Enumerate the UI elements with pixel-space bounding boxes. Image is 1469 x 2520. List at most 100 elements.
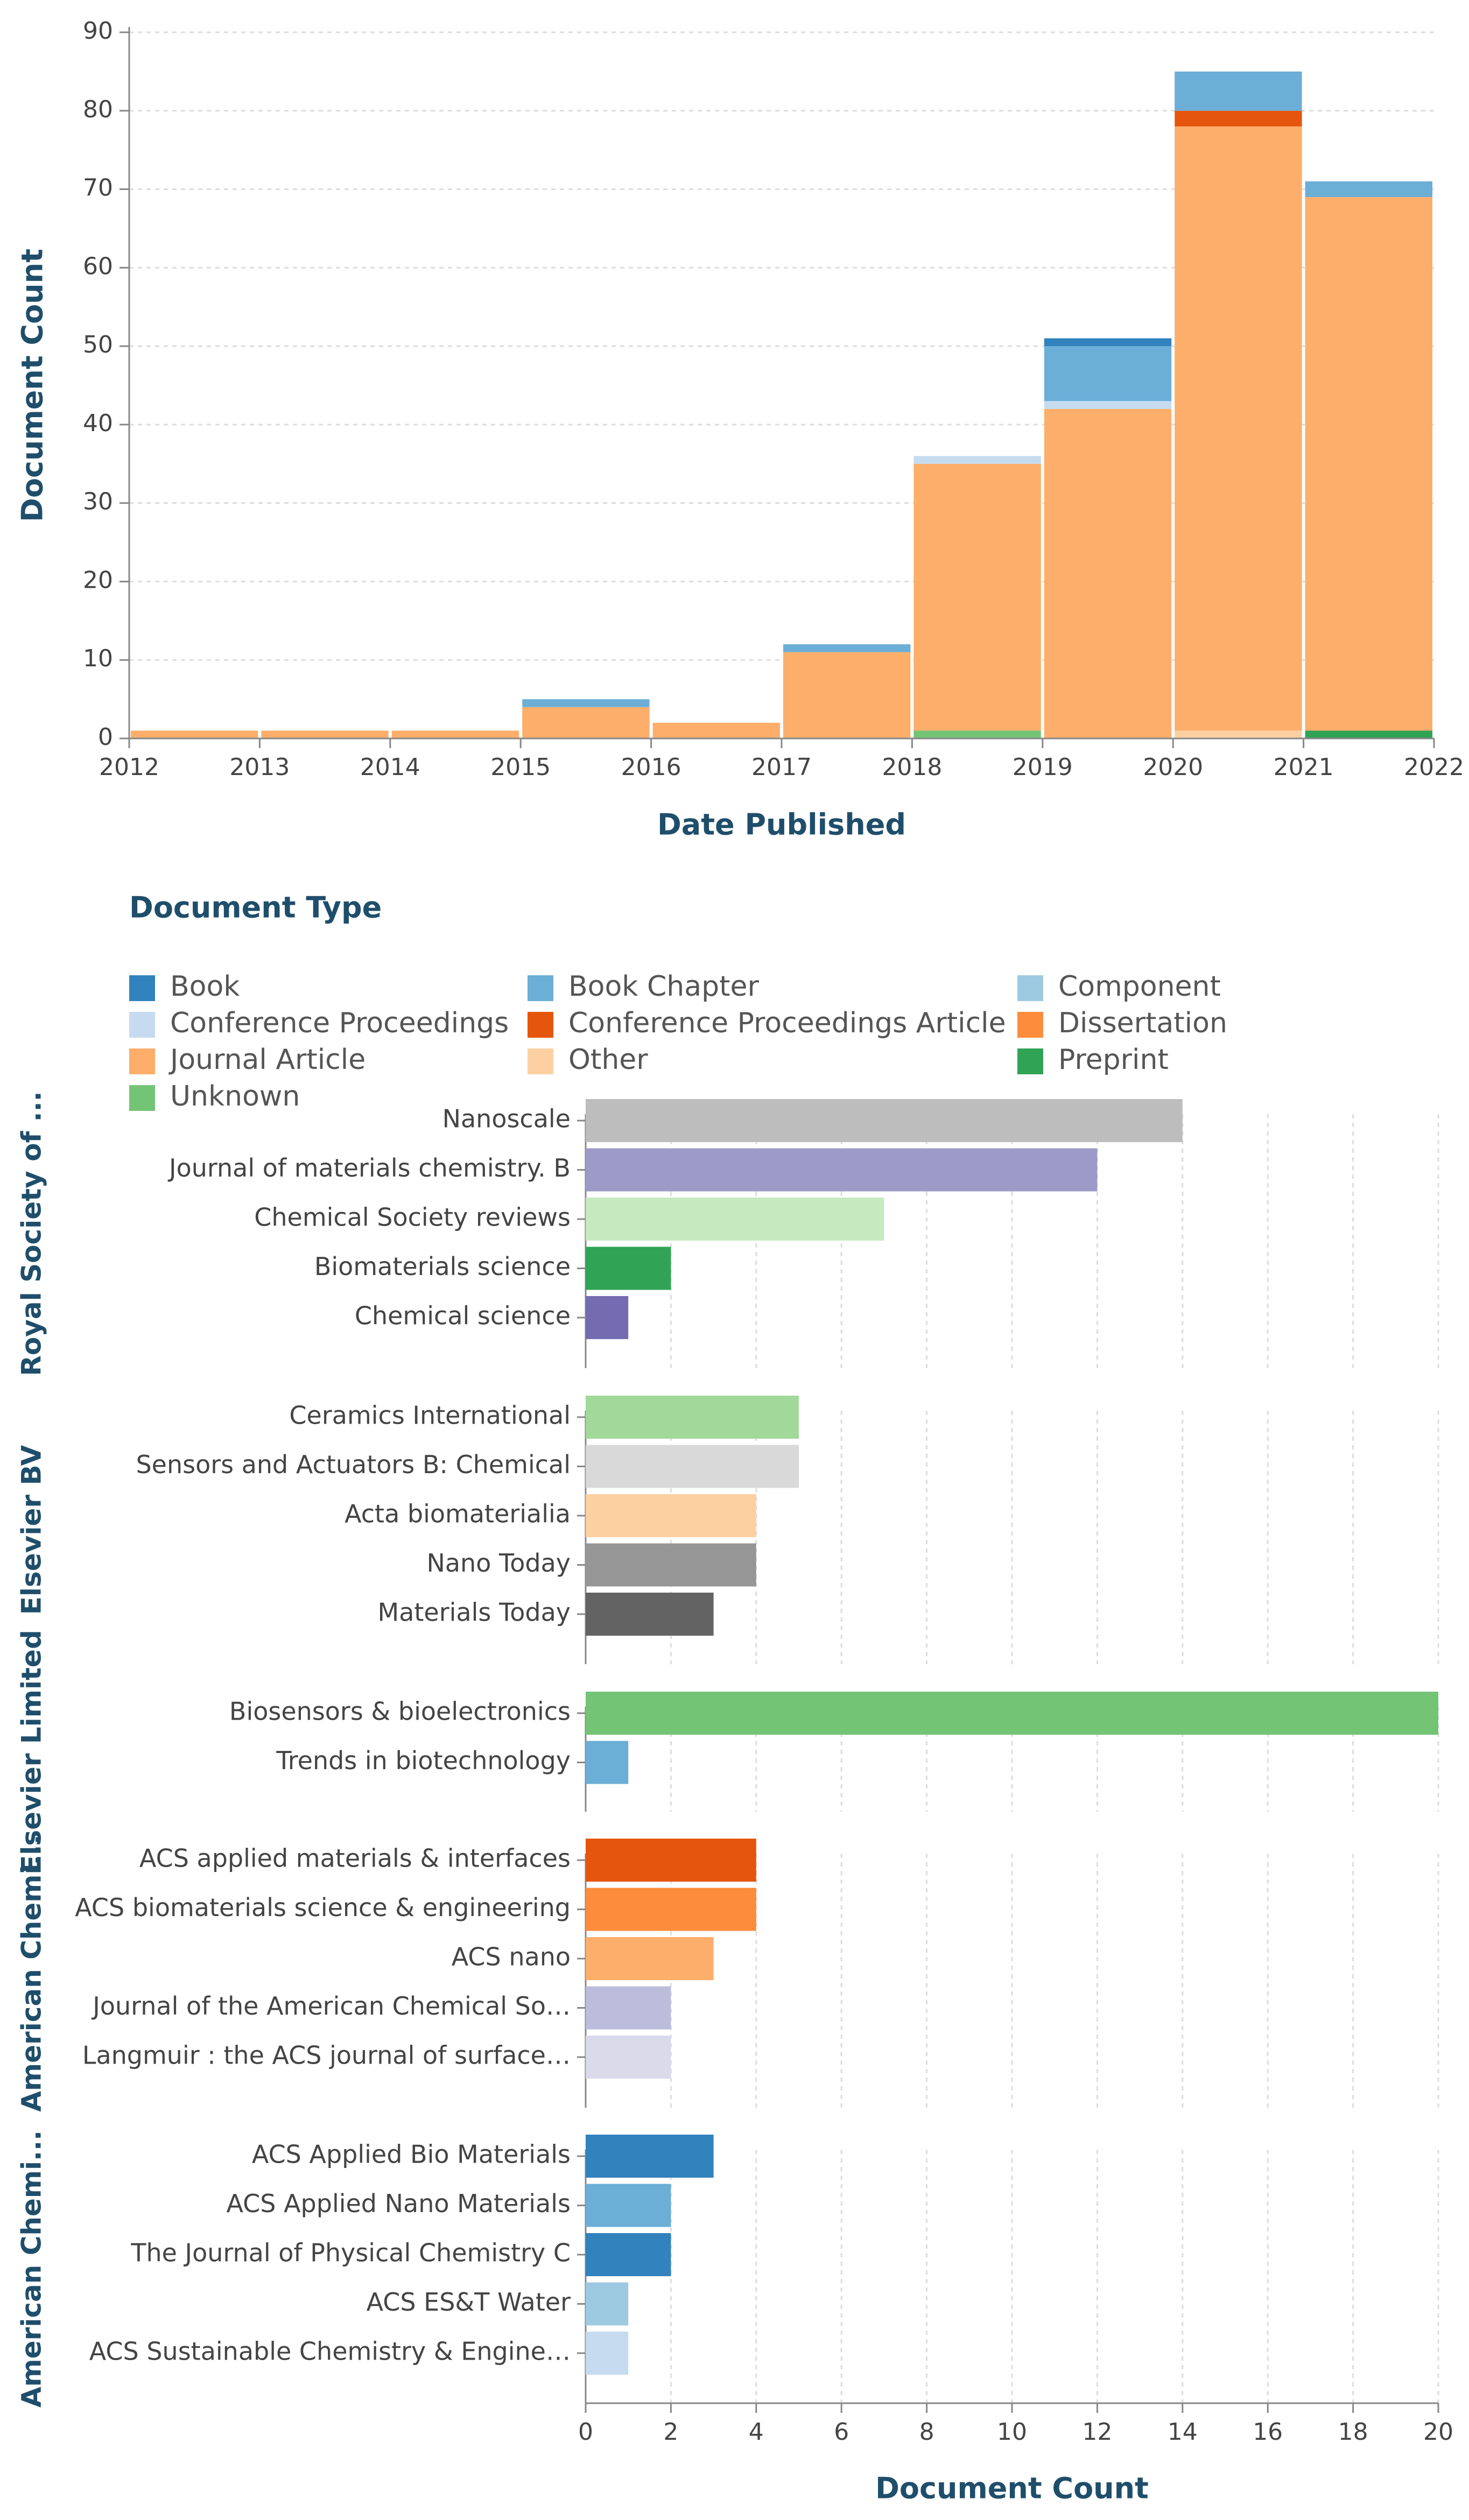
hbar-chemical-science[interactable] [586,1296,629,1339]
legend-label-book-chapter: Book Chapter [568,970,759,1003]
hbar-biomaterials-science[interactable] [586,1247,671,1290]
x-tick-label: 2018 [882,754,942,781]
hbar-acs-biomaterials-science-engineering[interactable] [586,1888,756,1931]
hbar-journal-of-the-american-chemical-so[interactable] [586,1986,671,2030]
legend-swatch-dissertation[interactable] [1017,1012,1043,1038]
hbar-chemical-society-reviews[interactable] [586,1198,884,1241]
hbar-acs-es-t-water[interactable] [586,2282,629,2326]
facet-label-3: American Chemi... [16,1834,47,2111]
x-tick-label: 2012 [99,754,159,781]
bar-2019-journal-article[interactable] [1044,409,1172,738]
category-label-sensors-and-actuators-b-chemical: Sensors and Actuators B: Chemical [136,1450,571,1479]
category-label-journal-of-the-american-chemical-so: Journal of the American Chemical So… [91,1991,571,2021]
x-axis-title: Date Published [657,808,906,842]
bar-2019-conference-proceedings[interactable] [1044,401,1172,409]
category-label-trends-in-biotechnology: Trends in biotechnology [276,1746,571,1775]
hbar-materials-today[interactable] [586,1593,714,1636]
legend-swatch-conference-proceedings-article[interactable] [528,1012,553,1038]
facet-label-2: Elsevier Limited [16,1630,47,1874]
x-tick-label: 2015 [490,754,551,781]
category-label-materials-today: Materials Today [378,1598,571,1627]
y-tick-label: 80 [83,96,113,123]
y-tick-label: 30 [83,488,113,516]
bottom-x-tick-label: 10 [997,2418,1027,2446]
bar-2021-journal-article[interactable] [1305,197,1432,731]
category-label-acs-nano: ACS nano [452,1942,571,1972]
bottom-x-tick-label: 12 [1082,2418,1112,2446]
bar-2018-conference-proceedings[interactable] [913,456,1041,464]
legend-swatch-other[interactable] [528,1048,553,1074]
x-tick-label: 2017 [751,754,812,781]
legend-label-component: Component [1058,970,1221,1003]
hbar-journal-of-materials-chemistry-b[interactable] [586,1148,1098,1192]
category-label-nanoscale: Nanoscale [442,1104,571,1134]
category-label-chemical-science: Chemical science [355,1301,571,1331]
bar-2017-journal-article[interactable] [783,652,911,738]
y-tick-label: 0 [98,723,113,751]
hbar-ceramics-international[interactable] [586,1396,799,1439]
hbar-acs-sustainable-chemistry-engine[interactable] [586,2332,629,2375]
category-label-acs-applied-nano-materials: ACS Applied Nano Materials [226,2189,571,2218]
hbar-the-journal-of-physical-chemistry-c[interactable] [586,2233,671,2276]
bar-2018-unknown[interactable] [913,730,1041,738]
legend-label-book: Book [170,970,240,1003]
hbar-langmuir-the-acs-journal-of-surface[interactable] [586,2036,671,2079]
legend-swatch-unknown[interactable] [129,1085,155,1111]
bottom-x-tick-label: 8 [919,2418,934,2446]
hbar-acta-biomaterialia[interactable] [586,1494,756,1537]
bar-2012-journal-article[interactable] [131,730,258,738]
hbar-trends-in-biotechnology[interactable] [586,1741,629,1784]
legend-label-journal-article: Journal Article [168,1044,366,1076]
bottom-x-axis-title: Document Count [875,2472,1149,2505]
legend-swatch-book[interactable] [129,975,155,1001]
category-label-acs-applied-materials-interfaces: ACS applied materials & interfaces [139,1844,571,1873]
hbar-acs-nano[interactable] [586,1937,714,1980]
hbar-nanoscale[interactable] [586,1099,1183,1142]
legend-swatch-preprint[interactable] [1017,1048,1043,1074]
y-tick-label: 70 [83,174,113,202]
legend-swatch-journal-article[interactable] [129,1048,155,1074]
bar-2020-journal-article[interactable] [1175,126,1302,731]
hbar-sensors-and-actuators-b-chemical[interactable] [586,1445,799,1488]
facet-label-4: American Chemi... [16,2130,47,2408]
legend-title: Document Type [129,891,382,925]
bar-2018-journal-article[interactable] [913,463,1041,731]
bar-2015-journal-article[interactable] [522,707,650,738]
category-label-chemical-society-reviews: Chemical Society reviews [254,1203,571,1232]
bar-2020-book-chapter[interactable] [1175,71,1302,111]
y-tick-label: 50 [83,331,113,358]
bar-2021-preprint[interactable] [1305,730,1432,738]
legend-label-other: Other [568,1044,648,1076]
x-tick-label: 2013 [229,754,290,781]
category-label-langmuir-the-acs-journal-of-surface: Langmuir : the ACS journal of surface… [82,2041,571,2070]
hbar-nano-today[interactable] [586,1543,756,1587]
legend-swatch-book-chapter[interactable] [528,975,553,1001]
hbar-biosensors-bioelectronics[interactable] [586,1692,1438,1735]
bar-2014-journal-article[interactable] [391,730,519,738]
hbar-acs-applied-materials-interfaces[interactable] [586,1839,756,1882]
x-tick-label: 2019 [1013,754,1073,781]
x-tick-label: 2021 [1274,754,1334,781]
y-tick-label: 20 [83,566,113,594]
bar-2020-other[interactable] [1175,730,1302,738]
bar-2016-journal-article[interactable] [652,722,780,738]
hbar-acs-applied-nano-materials[interactable] [586,2184,671,2227]
x-tick-label: 2020 [1143,754,1203,781]
legend-label-conference-proceedings: Conference Proceedings [170,1007,509,1039]
hbar-acs-applied-bio-materials[interactable] [586,2135,714,2178]
category-label-acs-sustainable-chemistry-engine: ACS Sustainable Chemistry & Engine… [89,2337,571,2366]
legend-swatch-component[interactable] [1017,975,1043,1001]
bar-2019-book-chapter[interactable] [1044,346,1172,402]
legend-swatch-conference-proceedings[interactable] [129,1012,155,1038]
bar-2020-conference-proceedings-article[interactable] [1175,110,1302,126]
bottom-x-tick-label: 2 [663,2418,678,2446]
bar-2015-book-chapter[interactable] [522,699,650,707]
bar-2021-book-chapter[interactable] [1305,181,1432,198]
bar-2013-journal-article[interactable] [261,730,389,738]
legend-label-dissertation: Dissertation [1058,1007,1227,1039]
bar-2017-book-chapter[interactable] [783,644,911,652]
category-label-biomaterials-science: Biomaterials science [314,1252,571,1281]
bottom-x-tick-label: 20 [1423,2418,1453,2446]
x-tick-label: 2014 [360,754,420,781]
bar-2019-book[interactable] [1044,338,1172,347]
